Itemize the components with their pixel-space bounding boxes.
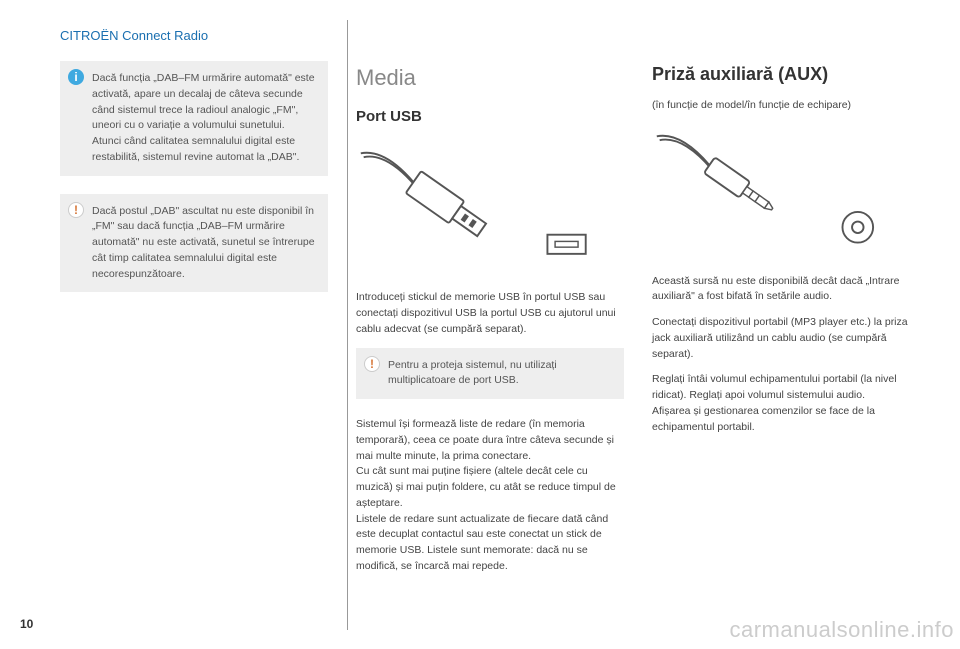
aux-text-2: Conectați dispozitivul portabil (MP3 pla…	[652, 315, 920, 362]
page-number: 10	[20, 617, 33, 631]
aux-title: Priză auxiliară (AUX)	[652, 61, 920, 88]
usb-warning-text: Pentru a proteja sistemul, nu utilizați …	[388, 359, 557, 387]
usb-illustration	[356, 141, 624, 271]
warning-box-dab: ! Dacă postul „DAB" ascultat nu este dis…	[60, 194, 328, 293]
aux-text-3: Reglați întâi volumul echipamentului por…	[652, 372, 920, 435]
page-content: CITROËN Connect Radio i Dacă funcția „DA…	[0, 0, 960, 605]
column-3: Priză auxiliară (AUX) (în funcție de mod…	[652, 61, 920, 585]
usb-intro-text: Introduceți stickul de memorie USB în po…	[356, 290, 624, 337]
page-header: CITROËN Connect Radio	[60, 28, 920, 43]
aux-illustration	[652, 124, 920, 254]
watermark: carmanualsonline.info	[729, 617, 954, 643]
info-text-1: Dacă funcția „DAB–FM urmărire automată" …	[92, 72, 315, 163]
aux-text-1: Această sursă nu este disponibilă decât …	[652, 274, 920, 306]
warning-box-usb: ! Pentru a proteja sistemul, nu utilizaț…	[356, 348, 624, 400]
column-divider	[347, 20, 348, 630]
warning-icon: !	[364, 356, 380, 372]
media-title: Media	[356, 61, 624, 94]
column-2: Media Port USB Introduceți stickul de me…	[356, 61, 624, 585]
column-1: i Dacă funcția „DAB–FM urmărire automată…	[60, 61, 328, 585]
aux-subtitle: (în funcție de model/în funcție de echip…	[652, 98, 920, 114]
columns-wrapper: i Dacă funcția „DAB–FM urmărire automată…	[60, 61, 920, 585]
usb-subtitle: Port USB	[356, 106, 624, 129]
info-icon: i	[68, 69, 84, 85]
warning-icon: !	[68, 202, 84, 218]
usb-playlist-text: Sistemul își formează liste de redare (î…	[356, 417, 624, 575]
warning-text-1: Dacă postul „DAB" ascultat nu este dispo…	[92, 205, 315, 280]
info-box-dab-fm: i Dacă funcția „DAB–FM urmărire automată…	[60, 61, 328, 176]
